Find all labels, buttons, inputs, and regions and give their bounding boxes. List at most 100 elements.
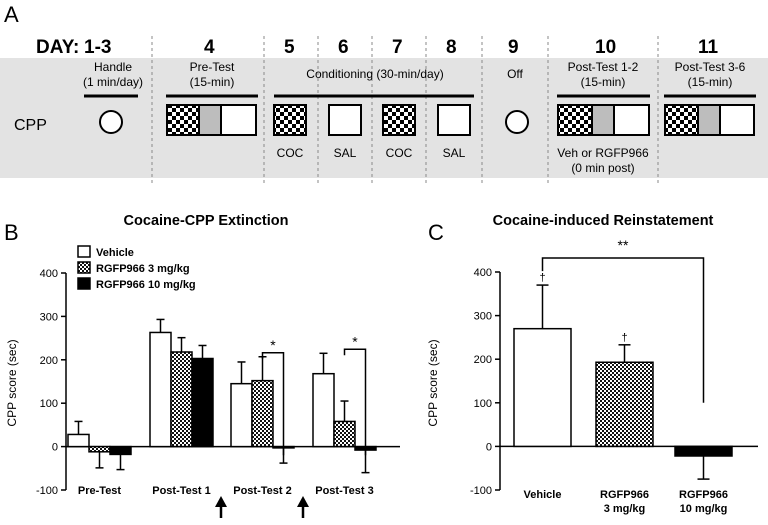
chart-b-arrow-icon xyxy=(297,496,309,507)
chart-b-significance-bracket xyxy=(261,352,285,456)
apparatus-pretest xyxy=(166,104,257,136)
label-sal-day8: SAL xyxy=(443,146,466,160)
chart-c-plot: -100 0 100 200 300 400 † Vehicle † RGFP966 3 mg/kg… xyxy=(470,237,758,515)
chart-c-x-tick-label: 10 mg/kg xyxy=(680,503,728,515)
chart-b-bar xyxy=(88,445,111,453)
phase-handle: Handle xyxy=(94,60,132,74)
chart-c-y-tick-label: 100 xyxy=(474,398,492,410)
day-prefix: DAY: xyxy=(36,37,79,58)
chart-b-x-tick-label: Pre-Test xyxy=(78,485,122,497)
chart-c-y-tick-label: 400 xyxy=(474,267,492,279)
chart-b-bar xyxy=(251,379,274,448)
chamber-coc-day7 xyxy=(382,104,416,136)
phase-posttest-1-2: Post-Test 1-2 xyxy=(568,60,639,74)
chart-b-legend-swatch xyxy=(77,277,91,290)
chart-b-legend-label: Vehicle xyxy=(96,247,134,259)
chart-b-significance-bracket xyxy=(343,348,367,456)
chart-b-bar xyxy=(149,331,172,448)
label-coc-day7: COC xyxy=(386,146,413,160)
chart-b-bar xyxy=(191,357,214,448)
phase-posttest-1-2-sub: (15-min) xyxy=(581,75,626,89)
chart-c-title: Cocaine-induced Reinstatement xyxy=(493,213,714,229)
phase-handle-sub: (1 min/day) xyxy=(83,75,143,89)
day-4: 4 xyxy=(204,37,215,58)
panel-c: C Cocaine-induced Reinstatement CPP scor… xyxy=(426,213,758,515)
day-separators xyxy=(151,36,659,186)
chart-c-x-tick-label: RGFP966 xyxy=(679,489,728,501)
chart-c-x-tick-label: 3 mg/kg xyxy=(604,503,646,515)
chart-b-legend-swatch xyxy=(77,245,91,258)
apparatus-posttest-1-2 xyxy=(557,104,650,136)
panel-b: B Cocaine-CPP Extinction CPP score (sec)… xyxy=(4,213,400,518)
cpp-row-label: CPP xyxy=(14,117,47,134)
phase-posttest-3-6: Post-Test 3-6 xyxy=(675,60,746,74)
chart-b-arrow-icon xyxy=(215,496,227,507)
label-veh-or-rgfp: Veh or RGFP966 xyxy=(557,146,649,160)
chart-b-bar xyxy=(230,382,253,448)
chart-c-y-tick-label: 0 xyxy=(486,441,492,453)
chart-c-ylabel: CPP score (sec) xyxy=(426,339,440,426)
chart-b-y-tick-label: 200 xyxy=(40,355,58,367)
chart-c-x-tick-label: Vehicle xyxy=(524,489,562,501)
chart-b-bar xyxy=(67,433,90,448)
day-8: 8 xyxy=(446,37,457,58)
label-sal-day6: SAL xyxy=(334,146,357,160)
chart-b-bar xyxy=(333,420,356,448)
phase-posttest-3-6-sub: (15-min) xyxy=(688,75,733,89)
chart-c-x-tick-label: RGFP966 xyxy=(600,489,649,501)
chart-b-significance-label: * xyxy=(270,337,276,353)
chart-b-legend-swatch xyxy=(77,261,91,274)
chart-b-plot: -100 0 100 200 300 400 Pre-Test Post-Test 1 Post… xyxy=(36,245,400,518)
chart-b-x-tick-label: Post-Test 1 xyxy=(152,485,210,497)
chart-b-title: Cocaine-CPP Extinction xyxy=(124,213,289,229)
chart-b-bar xyxy=(109,445,132,456)
chart-b-ylabel: CPP score (sec) xyxy=(5,339,19,426)
day-7: 7 xyxy=(392,37,403,58)
chart-b-y-tick-label: 0 xyxy=(52,442,58,454)
label-0-min-post: (0 min post) xyxy=(571,161,634,175)
phase-pretest-sub: (15-min) xyxy=(190,75,235,89)
day-1-3: 1-3 xyxy=(84,37,111,58)
chart-c-bar xyxy=(513,327,572,448)
chart-b-x-tick-label: Post-Test 2 xyxy=(233,485,291,497)
chart-b-bar xyxy=(170,351,193,448)
day-9: 9 xyxy=(508,37,519,58)
chart-c-marker: † xyxy=(539,272,545,284)
chart-b-legend-label: RGFP966 10 mg/kg xyxy=(96,279,196,291)
chart-b-y-tick-label: 300 xyxy=(40,311,58,323)
chart-b-y-tick-label: 100 xyxy=(40,398,58,410)
chart-b-significance-label: * xyxy=(352,333,358,349)
chart-b-x-tick-label: Post-Test 3 xyxy=(315,485,373,497)
day-10: 10 xyxy=(595,37,616,58)
chart-b-y-tick-label: -100 xyxy=(36,485,58,497)
apparatus-posttest-3-6 xyxy=(664,104,755,136)
chart-c-y-tick-label: 300 xyxy=(474,311,492,323)
phase-off: Off xyxy=(507,67,523,81)
chamber-sal-day6 xyxy=(328,104,362,136)
chamber-sal-day8 xyxy=(437,104,471,136)
day-11: 11 xyxy=(698,37,719,58)
panel-a: A DAY: 1-3 4 5 6 7 8 9 10 11 Handle (1 m… xyxy=(0,2,768,186)
chart-c-y-tick-label: -100 xyxy=(470,485,492,497)
chart-c-significance-bracket xyxy=(541,257,705,403)
handle-circle-icon xyxy=(99,110,123,134)
chart-c-significance-label: ** xyxy=(618,237,629,253)
chart-c-bar xyxy=(595,361,654,448)
panel-c-letter: C xyxy=(428,220,444,245)
phase-conditioning: Conditioning (30-min/day) xyxy=(306,67,443,81)
day-5: 5 xyxy=(284,37,295,58)
panel-a-letter: A xyxy=(4,2,19,27)
chart-b-bar xyxy=(312,372,335,448)
off-circle-icon xyxy=(505,110,529,134)
label-coc-day5: COC xyxy=(277,146,304,160)
chart-c-y-tick-label: 200 xyxy=(474,354,492,366)
chart-b-legend-label: RGFP966 3 mg/kg xyxy=(96,263,190,275)
phase-pretest: Pre-Test xyxy=(190,60,235,74)
chamber-coc-day5 xyxy=(273,104,307,136)
panel-b-letter: B xyxy=(4,220,19,245)
chart-c-marker: † xyxy=(621,332,627,344)
chart-c-bar xyxy=(674,445,733,457)
chart-b-y-tick-label: 400 xyxy=(40,268,58,280)
day-6: 6 xyxy=(338,37,349,58)
